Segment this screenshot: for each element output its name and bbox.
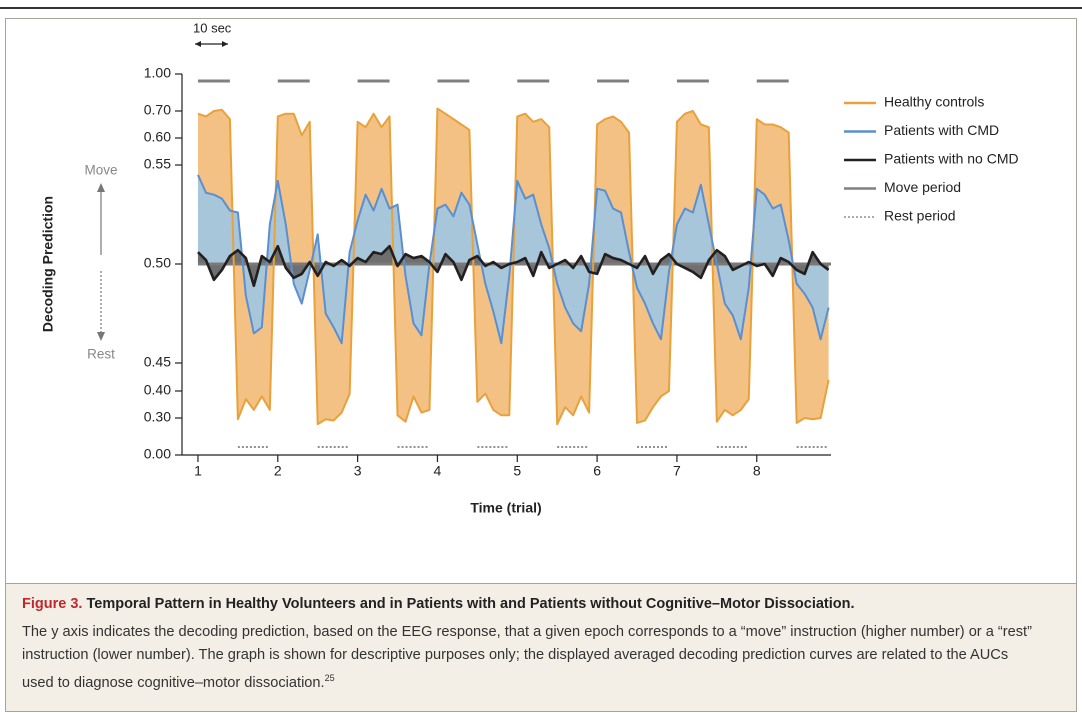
rest-annotation: Rest	[87, 347, 115, 362]
figure: Decoding Prediction Time (trial) 10 sec …	[5, 18, 1077, 712]
caption-body: The y axis indicates the decoding predic…	[22, 621, 1032, 695]
y-tick-label: 0.30	[144, 409, 171, 425]
line	[197, 107, 830, 426]
y-tick-label: 1.00	[144, 65, 171, 81]
move-annotation: Move	[84, 163, 117, 178]
y-tick-label: 0.50	[144, 255, 171, 271]
legend-label: Patients with no CMD	[884, 151, 1019, 167]
caption-title: Figure 3. Temporal Pattern in Healthy Vo…	[22, 596, 1067, 612]
x-tick-label: 1	[194, 463, 202, 479]
area	[197, 246, 829, 286]
scale-annotation: 10 sec	[193, 20, 232, 35]
line	[197, 244, 830, 288]
x-tick-label: 6	[593, 463, 601, 479]
x-tick-label: 7	[673, 463, 681, 479]
x-tick-label: 4	[434, 463, 442, 479]
move-arrow-head	[97, 183, 105, 192]
x-tick-label: 2	[274, 463, 282, 479]
y-tick-label: 0.45	[144, 354, 171, 370]
chart: Decoding Prediction Time (trial) 10 sec …	[40, 20, 1019, 516]
legend-label: Rest period	[884, 208, 956, 224]
rest-arrow-head	[97, 332, 105, 341]
legend-label: Patients with CMD	[884, 122, 999, 138]
y-tick-label: 0.60	[144, 129, 171, 145]
x-tick-label: 5	[513, 463, 521, 479]
caption: Figure 3. Temporal Pattern in Healthy Vo…	[6, 583, 1076, 711]
y-tick-label: 0.55	[144, 156, 171, 172]
reference: 25	[324, 673, 335, 683]
caption-text: The y axis indicates the decoding predic…	[22, 624, 1032, 691]
x-tick-label: 3	[354, 463, 362, 479]
legend-label: Move period	[884, 179, 961, 195]
figure-title: Temporal Pattern in Healthy Volunteers a…	[86, 596, 855, 612]
line	[197, 174, 830, 345]
y-axis-label: Decoding Prediction	[40, 196, 56, 332]
y-tick-label: 0.40	[144, 382, 171, 398]
y-tick-label: 0.00	[144, 446, 171, 462]
top-rule	[0, 7, 1082, 9]
legend-label: Healthy controls	[884, 94, 984, 110]
figure-label: Figure 3.	[22, 596, 83, 612]
x-tick-label: 8	[753, 463, 761, 479]
x-axis-label: Time (trial)	[470, 500, 541, 516]
y-tick-label: 0.70	[144, 102, 171, 118]
